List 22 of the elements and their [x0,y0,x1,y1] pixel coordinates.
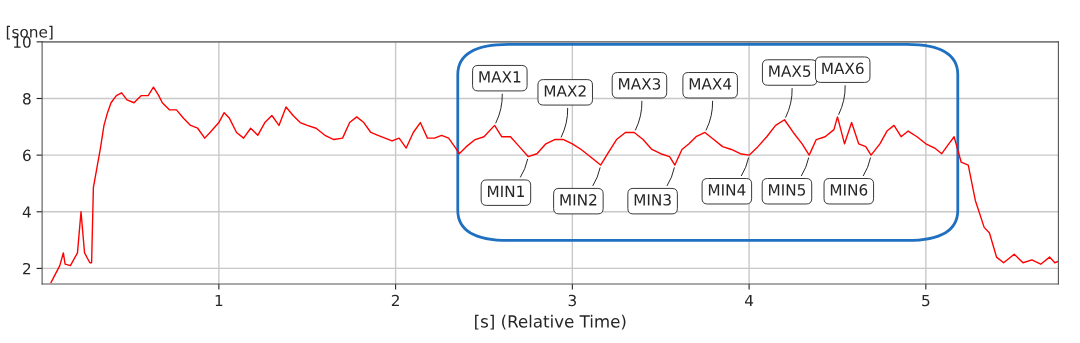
annotation: MIN2 [560,194,597,206]
annotation: MAX3 [619,78,661,90]
x-axis-title: [s] (Relative Time) [475,314,626,330]
annotation: MIN3 [634,194,671,206]
x-tick-label: 5 [922,294,930,307]
x-tick-label: 1 [215,294,223,307]
annotation: MIN1 [488,185,524,197]
annotation: MAX5 [769,65,811,77]
annotation: MIN5 [769,184,806,196]
x-tick-label: 3 [568,294,576,307]
y-tick-label: 2 [23,262,31,275]
annotation: MIN6 [830,184,868,196]
y-tick-label: 8 [23,92,31,105]
annotation: MAX2 [544,85,586,97]
x-tick-label: 4 [744,294,754,307]
annotation: MAX4 [689,78,732,90]
y-tick-label: 6 [23,149,31,162]
x-tick-label: 2 [391,294,399,307]
y-tick-label: 4 [22,206,31,218]
annotation: MAX6 [822,62,864,75]
annotation: MAX1 [479,71,521,83]
annotation: MIN4 [708,184,746,196]
